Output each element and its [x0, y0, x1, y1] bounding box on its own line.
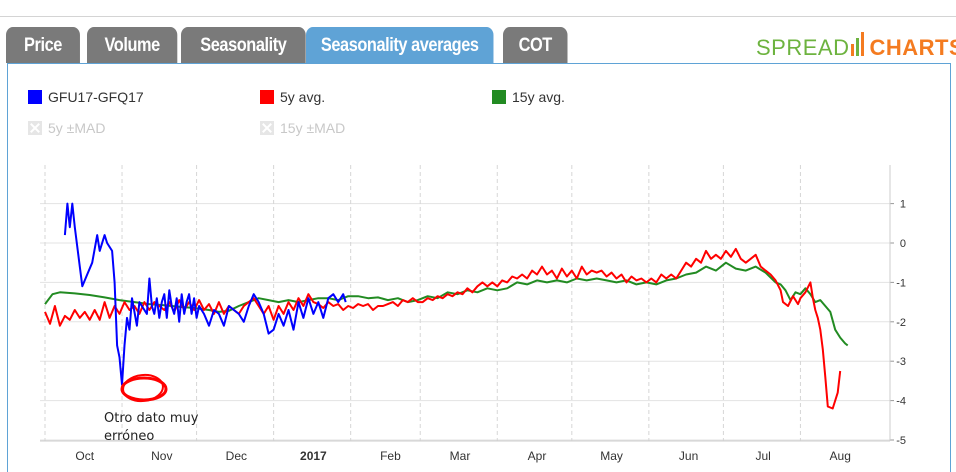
x-tick-label: May	[600, 449, 623, 463]
tab-cot[interactable]: COT	[503, 27, 568, 63]
x-tick-label: Jul	[755, 449, 770, 463]
x-tick-label: Nov	[151, 449, 172, 463]
x-tick-label: Dec	[226, 449, 247, 463]
annotation-circle-stroke	[122, 373, 164, 403]
series-line-15y-avg	[44, 261, 849, 347]
y-tick-label: 0	[900, 238, 906, 250]
x-tick-label: 2017	[300, 449, 327, 463]
spreadcharts-logo: SPREAD CHARTS	[756, 30, 956, 60]
series-line-spread	[63, 202, 347, 386]
legend-label: GFU17-GFQ17	[48, 89, 144, 105]
legend-swatch-red	[260, 90, 274, 104]
legend-swatch-disabled-icon	[28, 121, 42, 135]
legend-label: 15y avg.	[512, 89, 565, 105]
legend-swatch-blue	[28, 90, 42, 104]
annotation-circle	[120, 376, 168, 402]
x-tick-label: Mar	[450, 449, 471, 463]
legend-item-5y-avg[interactable]: 5y avg.	[260, 89, 325, 105]
tab-price[interactable]: Price	[6, 27, 80, 63]
y-tick-label: -4	[896, 396, 906, 408]
legend-item-spread[interactable]: GFU17-GFQ17	[28, 89, 144, 105]
tab-volume[interactable]: Volume	[87, 27, 178, 63]
legend-label: 5y avg.	[280, 89, 326, 105]
x-tick-label: Apr	[528, 449, 547, 463]
x-tick-label: Jun	[679, 449, 698, 463]
chart-panel	[7, 63, 951, 472]
legend-item-15y-avg[interactable]: 15y avg.	[492, 89, 565, 105]
logo-text-right: CHARTS	[869, 35, 956, 60]
legend-swatch-green	[492, 90, 506, 104]
y-tick-label: -1	[896, 277, 906, 289]
x-tick-label: Oct	[75, 449, 94, 463]
legend-item-15y-mad[interactable]: 15y ±MAD	[260, 120, 345, 136]
annotation-note: Otro dato muy erróneo	[104, 411, 199, 444]
x-tick-label: Feb	[380, 449, 401, 463]
legend-item-5y-mad[interactable]: 5y ±MAD	[28, 120, 105, 136]
y-tick-label: 1	[900, 199, 906, 211]
tab-seasonality[interactable]: Seasonality	[181, 27, 306, 63]
y-tick-label: -5	[896, 435, 906, 447]
legend-label: 5y ±MAD	[48, 120, 106, 136]
x-tick-label: Aug	[830, 449, 851, 463]
legend-swatch-disabled-icon	[260, 121, 274, 135]
y-tick-label: -3	[896, 356, 906, 368]
logo-text-left: SPREAD	[756, 35, 850, 60]
logo-bars-icon	[851, 32, 865, 56]
tab-seasonality-averages[interactable]: Seasonality averages	[306, 27, 494, 63]
y-tick-label: -2	[896, 317, 906, 329]
top-bar	[0, 0, 956, 17]
legend-label: 15y ±MAD	[280, 120, 346, 136]
